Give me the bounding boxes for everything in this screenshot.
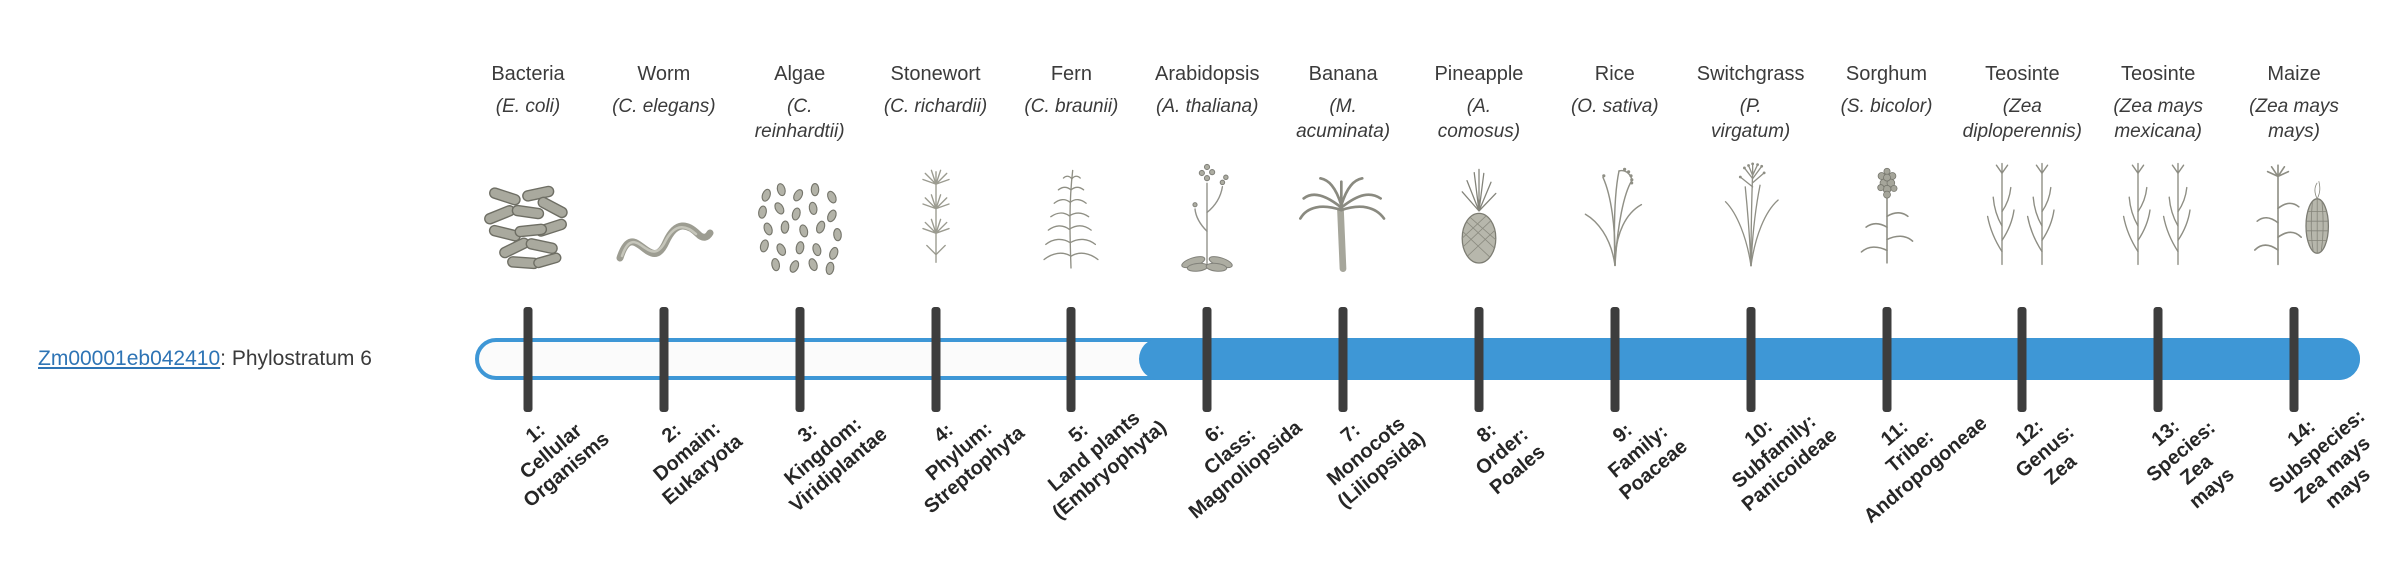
- organism-column: Teosinte (Zea diploperennis): [1934, 62, 2110, 276]
- stratum-label: 7: Monocots (Liliopsida): [1322, 412, 1430, 513]
- organism-name: Bacteria: [491, 63, 565, 85]
- organism-name: Worm: [637, 63, 691, 85]
- organism-column: Maize (Zea mays mays): [2206, 62, 2382, 276]
- rice-icon: [1527, 146, 1703, 276]
- stratum-label: 5: Land plants (Embryophyta): [1044, 407, 1172, 524]
- phylostratum-tick: [1474, 307, 1484, 412]
- gene-link[interactable]: Zm00001eb042410: [38, 347, 221, 370]
- organism-scientific-name: (C. reinhardtii): [754, 96, 845, 142]
- organism-name: Maize: [2267, 63, 2321, 85]
- organism-scientific-name: (Zea diploperennis): [1962, 96, 2083, 142]
- organism-column: Rice (O. sativa): [1527, 62, 1703, 276]
- organism-scientific-name: (E. coli): [495, 96, 561, 117]
- organism-name: Pineapple: [1434, 63, 1524, 85]
- phylostratum-tick: [1882, 307, 1891, 412]
- phylostratum-tick: [659, 307, 669, 412]
- stratum-label: 11: Tribe: Andropogoneae: [1859, 412, 1991, 528]
- organism-name: Algae: [774, 63, 826, 85]
- organism-scientific-name: (A. thaliana): [1156, 96, 1259, 117]
- fern-icon: [983, 146, 1159, 276]
- organism-scientific-name: (C. elegans): [612, 96, 716, 117]
- bacteria-icon: [440, 146, 616, 276]
- organism-column: Arabidopsis (A. thaliana): [1119, 62, 1295, 276]
- organism-column: Worm (C. elegans): [576, 62, 752, 276]
- organism-scientific-name: (C. richardii): [883, 96, 988, 117]
- phylostratum-tick: [523, 307, 533, 412]
- organism-scientific-name: (M. acuminata): [1296, 96, 1391, 142]
- phylostratum-tick: [931, 307, 941, 412]
- organism-scientific-name: (P. virgatum): [1711, 96, 1791, 142]
- organism-column: Fern (C. braunii): [983, 62, 1159, 276]
- stratum-label: 8: Order: Poales: [1471, 419, 1550, 500]
- organism-scientific-name: (Zea mays mexicana): [2113, 96, 2204, 142]
- organism-name: Arabidopsis: [1154, 63, 1260, 85]
- organism-name: Teosinte: [1985, 63, 2060, 85]
- stratum-label: 12: Genus: Zea: [2011, 415, 2082, 490]
- stratum-label: 14: Subspecies: Zea mays mays: [2264, 405, 2375, 514]
- organism-name: Switchgrass: [1696, 63, 1805, 85]
- phylostratum-tick: [2289, 307, 2299, 412]
- organism-name: Banana: [1308, 63, 1378, 85]
- sorghum-icon: [1799, 146, 1975, 276]
- organism-column: Stonewort (C. richardii): [848, 62, 1024, 276]
- stratum-label: 9: Family: Poaceae: [1604, 419, 1692, 505]
- switchgrass-icon: [1663, 146, 1839, 276]
- organism-column: Bacteria (E. coli): [440, 62, 616, 276]
- organism-column: Banana (M. acuminata): [1255, 62, 1431, 276]
- organism-scientific-name: (O. sativa): [1570, 96, 1659, 117]
- teosinte-icon: [2070, 146, 2246, 276]
- organism-name: Sorghum: [1845, 63, 1928, 85]
- algae-icon: [712, 146, 888, 276]
- worm-icon: [576, 146, 752, 276]
- gene-phylostratum-text: : Phylostratum 6: [220, 347, 372, 370]
- organism-column: Sorghum (S. bicolor): [1799, 62, 1975, 276]
- stratum-label: 1: Cellular Organisms: [515, 419, 614, 512]
- organism-scientific-name: (C. braunii): [1024, 96, 1119, 117]
- phylostratum-tick: [1066, 307, 1076, 412]
- stratum-label: 3: Kingdom: Viridiplantae: [780, 413, 892, 517]
- organism-name: Rice: [1594, 63, 1635, 85]
- organism-column: Algae (C. reinhardtii): [712, 62, 888, 276]
- stratum-label: 10: Subfamily: Panicoideae: [1727, 410, 1841, 516]
- phylostratum-tick: [1202, 307, 1212, 412]
- organism-name: Stonewort: [890, 63, 981, 85]
- organism-column: Pineapple (A. comosus): [1391, 62, 1567, 276]
- phylostratum-tick: [1338, 307, 1348, 412]
- stratum-label: 13: Species: Zea mays: [2142, 415, 2239, 514]
- phylostratum-tick: [1746, 307, 1756, 412]
- phylostratum-tick: [795, 307, 805, 412]
- stratum-label: 6: Class: Magnoliopsida: [1185, 416, 1307, 524]
- organism-scientific-name: (Zea mays mays): [2249, 96, 2339, 142]
- arabidopsis-icon: [1119, 146, 1295, 276]
- pineapple-icon: [1391, 146, 1567, 276]
- stonewort-icon: [848, 146, 1024, 276]
- banana-icon: [1255, 146, 1431, 276]
- maize-icon: [2206, 146, 2382, 276]
- phylostratum-tick: [2017, 307, 2027, 412]
- organism-scientific-name: (S. bicolor): [1840, 96, 1933, 117]
- stratum-label: 2: Domain: Eukaryota: [649, 417, 747, 510]
- teosinte-icon: [1934, 146, 2110, 276]
- organism-name: Fern: [1050, 63, 1092, 85]
- phylostratum-tick: [1610, 307, 1620, 412]
- organism-column: Teosinte (Zea mays mexicana): [2070, 62, 2246, 276]
- gene-label: Zm00001eb042410: Phylostratum 6: [38, 346, 372, 372]
- organism-column: Switchgrass (P. virgatum): [1663, 62, 1839, 276]
- organism-scientific-name: (A. comosus): [1437, 96, 1521, 142]
- stratum-label: 4: Phylum: Streptophyta: [919, 417, 1029, 519]
- organism-name: Teosinte: [2120, 63, 2196, 85]
- phylostratum-tick: [2153, 307, 2163, 412]
